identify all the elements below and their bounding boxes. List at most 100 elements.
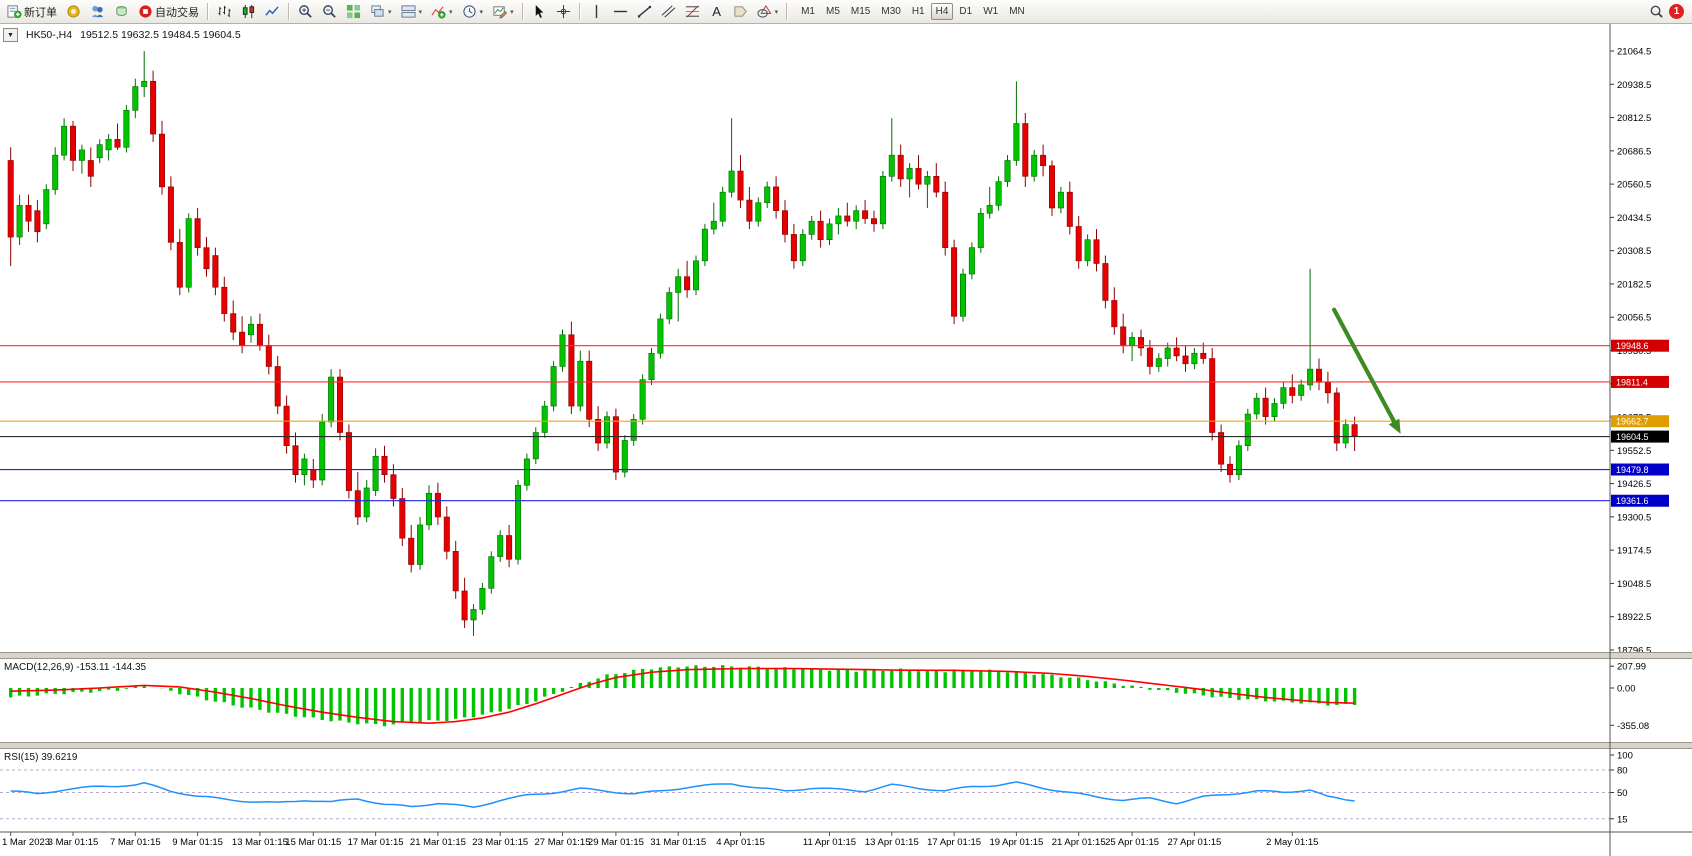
toolbar-separator <box>521 3 524 20</box>
vertical-line-button[interactable] <box>585 1 608 23</box>
svg-text:20812.5: 20812.5 <box>1617 113 1651 124</box>
fibonacci-button[interactable] <box>681 1 704 23</box>
price-line-label <box>1611 415 1669 428</box>
indicators-button[interactable]: ▾ <box>427 1 457 23</box>
chart-collapse-button[interactable]: ▼ <box>3 28 18 42</box>
cascade-windows-icon <box>371 5 384 17</box>
zoom-in-button[interactable] <box>294 1 317 23</box>
new-order-button[interactable]: 新订单 <box>3 1 61 23</box>
shapes-icon <box>757 4 772 18</box>
crosshair-button[interactable] <box>552 1 575 23</box>
svg-text:27 Mar 01:15: 27 Mar 01:15 <box>535 837 591 848</box>
quotes-button[interactable] <box>110 1 133 23</box>
tf-M15-button[interactable]: M15 <box>850 6 871 17</box>
svg-text:19361.6: 19361.6 <box>1616 496 1649 506</box>
fibonacci-icon <box>685 5 699 18</box>
tf-M30-button[interactable]: M30 <box>881 6 901 17</box>
experts-button[interactable] <box>62 1 85 23</box>
templates-button[interactable]: ▾ <box>488 1 518 23</box>
svg-text:19300.5: 19300.5 <box>1617 512 1651 523</box>
search-icon[interactable] <box>1649 4 1664 19</box>
svg-text:207.99: 207.99 <box>1617 662 1646 673</box>
arrange-windows-icon <box>400 5 416 18</box>
toolbar-separator <box>288 3 290 20</box>
svg-text:50: 50 <box>1617 788 1628 799</box>
profiles-icon <box>91 5 104 18</box>
chart-bars-button[interactable] <box>213 1 236 23</box>
svg-text:19948.6: 19948.6 <box>1616 341 1649 351</box>
chart-line-icon <box>265 6 279 16</box>
macd-indicator-label: MACD(12,26,9) -153.11 -144.35 <box>4 662 147 673</box>
chart-canvas[interactable]: 21064.5 20938.5 20812.5 20686.5 20560.5 20434… <box>0 24 1692 856</box>
tf-D1-button[interactable]: D1 <box>959 6 973 17</box>
horizontal-line-button[interactable] <box>609 1 632 23</box>
auto-trading-button[interactable]: 自动交易 <box>134 1 203 23</box>
tf-M1-button[interactable]: M1 <box>801 6 815 17</box>
indicators-icon <box>431 6 446 19</box>
main-chart-panel <box>0 51 1610 636</box>
caret-down-icon: ▾ <box>479 8 484 16</box>
text-button[interactable]: A <box>705 1 728 23</box>
channel-icon <box>661 5 675 18</box>
svg-text:19479.8: 19479.8 <box>1616 465 1649 475</box>
arrange-windows-button[interactable]: ▾ <box>397 1 427 23</box>
caret-down-icon: ▾ <box>388 8 392 16</box>
cursor-button[interactable] <box>528 1 551 23</box>
crosshair-icon <box>556 4 570 19</box>
svg-text:20560.5: 20560.5 <box>1617 180 1651 191</box>
tf-W1-button[interactable]: W1 <box>983 6 999 17</box>
price-line-label <box>1611 463 1669 476</box>
svg-text:11 Apr 01:15: 11 Apr 01:15 <box>803 837 856 848</box>
svg-text:19 Apr 01:15: 19 Apr 01:15 <box>989 837 1043 848</box>
tf-H4-button[interactable]: H4 <box>930 3 954 20</box>
chart-ohlc: 19512.5 19632.5 19484.5 19604.5 <box>80 29 241 41</box>
svg-text:21 Mar 01:15: 21 Mar 01:15 <box>410 837 466 848</box>
top-toolbar: 新订单 自动交易 ▾ ▾ ▾ ▾ <box>0 0 1692 24</box>
svg-text:15 Mar 01:15: 15 Mar 01:15 <box>285 837 341 848</box>
annotation-arrow[interactable] <box>1331 307 1397 425</box>
svg-text:1 Mar 2023: 1 Mar 2023 <box>2 837 50 848</box>
trendline-button[interactable] <box>633 1 656 23</box>
svg-text:15: 15 <box>1617 814 1628 825</box>
svg-text:3 Mar 01:15: 3 Mar 01:15 <box>48 837 99 848</box>
svg-text:19811.4: 19811.4 <box>1616 377 1648 387</box>
svg-text:20686.5: 20686.5 <box>1617 146 1651 157</box>
rsi-panel: 100 80 50 15 <box>0 751 1633 825</box>
svg-text:100: 100 <box>1617 751 1633 762</box>
price-line-label <box>1611 339 1669 352</box>
zoom-out-icon <box>323 5 336 18</box>
svg-text:20938.5: 20938.5 <box>1617 80 1651 91</box>
zoom-out-button[interactable] <box>318 1 341 23</box>
toolbar-separator <box>578 3 581 20</box>
timeframe-group: M1 M5 M15 M30 H1 H4 D1 W1 MN <box>796 3 1030 20</box>
channel-button[interactable] <box>657 1 680 23</box>
caret-down-icon: ▾ <box>449 8 453 16</box>
templates-icon <box>493 6 508 19</box>
tf-H1-button[interactable]: H1 <box>911 6 925 17</box>
svg-text:17 Mar 01:15: 17 Mar 01:15 <box>348 837 404 848</box>
svg-text:20308.5: 20308.5 <box>1617 246 1651 257</box>
label-button[interactable] <box>729 1 752 23</box>
svg-text:25 Apr 01:15: 25 Apr 01:15 <box>1105 837 1159 848</box>
tf-MN-button[interactable]: MN <box>1009 6 1025 17</box>
label-icon <box>733 6 747 17</box>
price-line-label <box>1611 494 1669 507</box>
chart-window: 21064.5 20938.5 20812.5 20686.5 20560.5 20434… <box>0 24 1692 856</box>
periods-button[interactable]: ▾ <box>458 1 488 23</box>
svg-text:27 Apr 01:15: 27 Apr 01:15 <box>1167 837 1221 848</box>
profiles-button[interactable] <box>86 1 109 23</box>
notifications-badge[interactable]: 1 <box>1669 4 1684 19</box>
chart-line-button[interactable] <box>261 1 284 23</box>
new-order-label: 新订单 <box>24 6 57 19</box>
cascade-windows-button[interactable]: ▾ <box>366 1 396 23</box>
svg-text:20434.5: 20434.5 <box>1617 213 1651 224</box>
tile-windows-button[interactable] <box>342 1 365 23</box>
svg-text:19426.5: 19426.5 <box>1617 479 1651 490</box>
annotation-arrow-head <box>1388 418 1401 434</box>
text-icon: A <box>712 4 721 19</box>
tf-M5-button[interactable]: M5 <box>826 6 840 17</box>
svg-text:19048.5: 19048.5 <box>1617 579 1651 590</box>
shapes-button[interactable]: ▾ <box>753 1 783 23</box>
chart-candles-button[interactable] <box>237 1 260 23</box>
